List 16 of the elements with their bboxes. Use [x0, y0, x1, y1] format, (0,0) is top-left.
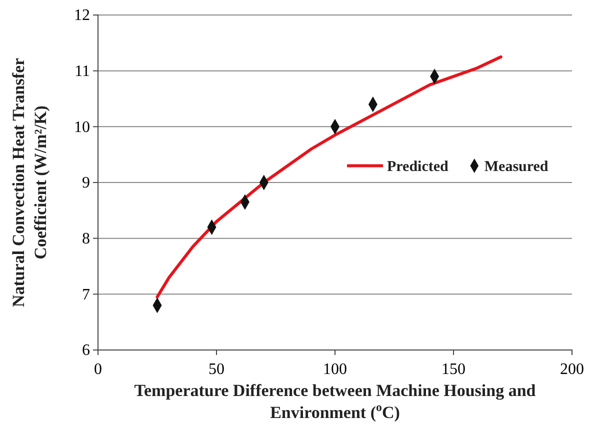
- x-tick-label: 200: [560, 361, 584, 378]
- x-tick-label: 0: [94, 361, 102, 378]
- y-tick-label: 6: [82, 342, 90, 360]
- y-tick-label: 11: [74, 62, 90, 80]
- y-tick-label: 8: [82, 230, 90, 248]
- y-axis-title: Natural Convection Heat Transfer Coefficient (W/m²/K): [9, 57, 50, 308]
- legend-label: Measured: [484, 159, 549, 175]
- y-tick-label: 9: [82, 174, 90, 192]
- x-tick-label: 50: [208, 361, 224, 378]
- y-tick-label: 10: [74, 118, 90, 136]
- x-axis-title: Temperature Difference between Machine Housing and Environment ($^{o}$C): [134, 381, 536, 422]
- y-tick-label: 7: [82, 286, 90, 304]
- x-tick-label: 150: [442, 361, 466, 378]
- legend-label: Predicted: [387, 159, 450, 175]
- x-tick-label: 100: [323, 361, 347, 378]
- y-tick-label: 12: [74, 7, 90, 24]
